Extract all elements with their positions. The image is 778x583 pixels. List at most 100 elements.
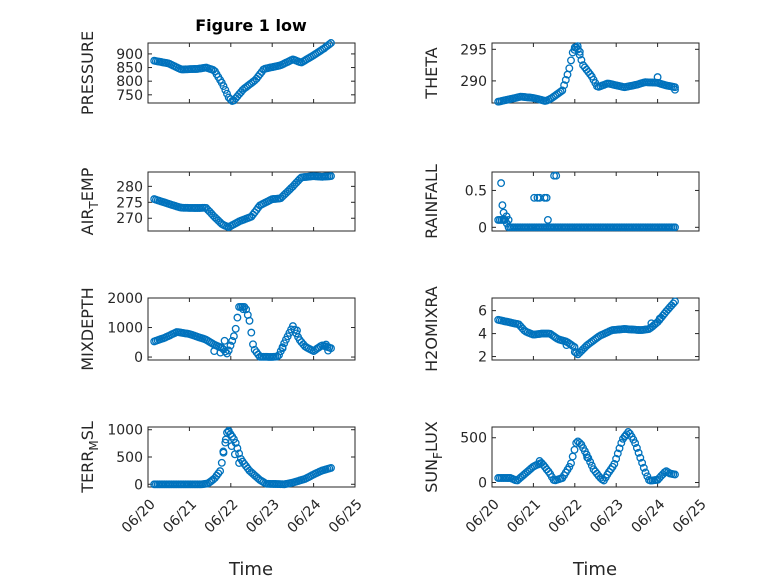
data-point (621, 432, 630, 440)
y-tick-label: 0.5 (465, 183, 487, 199)
data-point (249, 340, 257, 349)
data-point (216, 348, 225, 357)
axes-box (147, 426, 356, 488)
y-tick-label: 500 (116, 450, 143, 466)
x-tick-label: 06/22 (202, 496, 242, 536)
series-markers (150, 426, 335, 489)
y-axis-label: THETA (422, 47, 441, 99)
data-point (561, 75, 570, 84)
y-axis-label: PRESSURE (78, 31, 97, 115)
y-tick-label: 290 (460, 74, 487, 90)
y-tick-label: 0 (478, 476, 487, 492)
subplot-6: 2 4 6 H2OMIXRA (422, 286, 700, 372)
x-tick-label: 06/20 (119, 496, 159, 536)
axes-box (491, 42, 700, 104)
data-point (558, 86, 567, 95)
data-point (669, 299, 678, 308)
data-point (275, 351, 283, 360)
data-point (235, 459, 244, 467)
y-tick-label: 2000 (107, 291, 143, 307)
y-tick-label: 900 (116, 47, 143, 63)
data-point (567, 56, 575, 65)
data-point (577, 56, 586, 64)
series-markers (494, 171, 679, 232)
y-axis-label: RAINFALL (422, 164, 441, 239)
data-point (560, 81, 569, 90)
y-axis-label-part: SL (78, 421, 97, 440)
series-markers (150, 172, 335, 232)
data-point (221, 438, 230, 447)
y-axis-label: H2OMIXRA (422, 286, 441, 372)
data-point (575, 50, 584, 59)
y-tick-label: 0 (478, 220, 487, 236)
y-axis-label-part: LUX (422, 421, 441, 452)
data-point (671, 297, 679, 306)
data-point (570, 348, 579, 356)
data-point (221, 435, 230, 444)
data-point (613, 449, 622, 458)
data-point (543, 215, 552, 224)
data-point (647, 319, 656, 328)
y-tick-label: 275 (116, 195, 143, 211)
data-point (612, 454, 621, 463)
x-tick-label: 06/22 (546, 496, 586, 536)
data-point (641, 468, 650, 477)
y-axis-label: AIRTEMP (78, 167, 101, 235)
data-point (542, 193, 551, 202)
y-tick-label: 280 (116, 179, 143, 195)
data-point (634, 448, 643, 457)
y-axis-label-part: AIR (78, 209, 97, 236)
x-tick-label: 06/21 (504, 496, 544, 536)
data-point (639, 463, 648, 472)
x-tick-label: 06/25 (670, 496, 710, 536)
x-tick-label: 06/23 (587, 496, 627, 536)
x-tick-label: 06/24 (284, 496, 324, 536)
data-point (556, 87, 565, 96)
data-point (653, 73, 662, 82)
data-point (535, 457, 544, 465)
series-markers (494, 42, 679, 106)
data-point (615, 444, 624, 453)
data-point (325, 40, 334, 49)
data-point (498, 201, 507, 210)
data-point (327, 39, 335, 47)
y-axis-label-subscript: M (87, 440, 101, 450)
series-markers (494, 428, 679, 485)
data-point (638, 458, 647, 467)
data-point (219, 447, 228, 456)
y-tick-label: 4 (478, 327, 487, 343)
data-point (655, 314, 664, 323)
subplot-4: 0 0.5 RAINFALL (422, 164, 700, 239)
data-point (497, 179, 506, 188)
y-tick-label: 1000 (107, 321, 143, 337)
x-tick-label: 06/20 (463, 496, 503, 536)
y-axis-label: TERRMSL (78, 421, 101, 494)
data-point (235, 449, 244, 458)
data-point (228, 336, 237, 345)
data-point (230, 450, 239, 459)
y-tick-label: 0 (134, 350, 143, 366)
data-point (229, 435, 238, 444)
axes-box (491, 171, 700, 232)
data-point (632, 443, 641, 452)
data-point (221, 347, 230, 356)
x-axis-label-right: Time (572, 559, 617, 580)
y-tick-label: 1000 (107, 423, 143, 439)
y-tick-label: 500 (460, 431, 487, 447)
subplot-7: 0 500 1000 06/20 06/21 06/22 06/23 06/24 06/25 TE… (78, 421, 366, 536)
y-axis-label-part: TERR (78, 451, 97, 494)
data-point (610, 460, 619, 468)
x-tick-label: 06/23 (243, 496, 283, 536)
y-tick-label: 750 (116, 88, 143, 104)
y-tick-label: 0 (134, 477, 143, 493)
data-point (530, 193, 539, 202)
data-point (219, 82, 228, 91)
x-tick-label: 06/25 (326, 496, 366, 536)
data-point (278, 344, 287, 353)
data-point (223, 89, 231, 98)
data-point (572, 439, 581, 447)
data-point (233, 313, 242, 322)
data-point (231, 324, 240, 333)
